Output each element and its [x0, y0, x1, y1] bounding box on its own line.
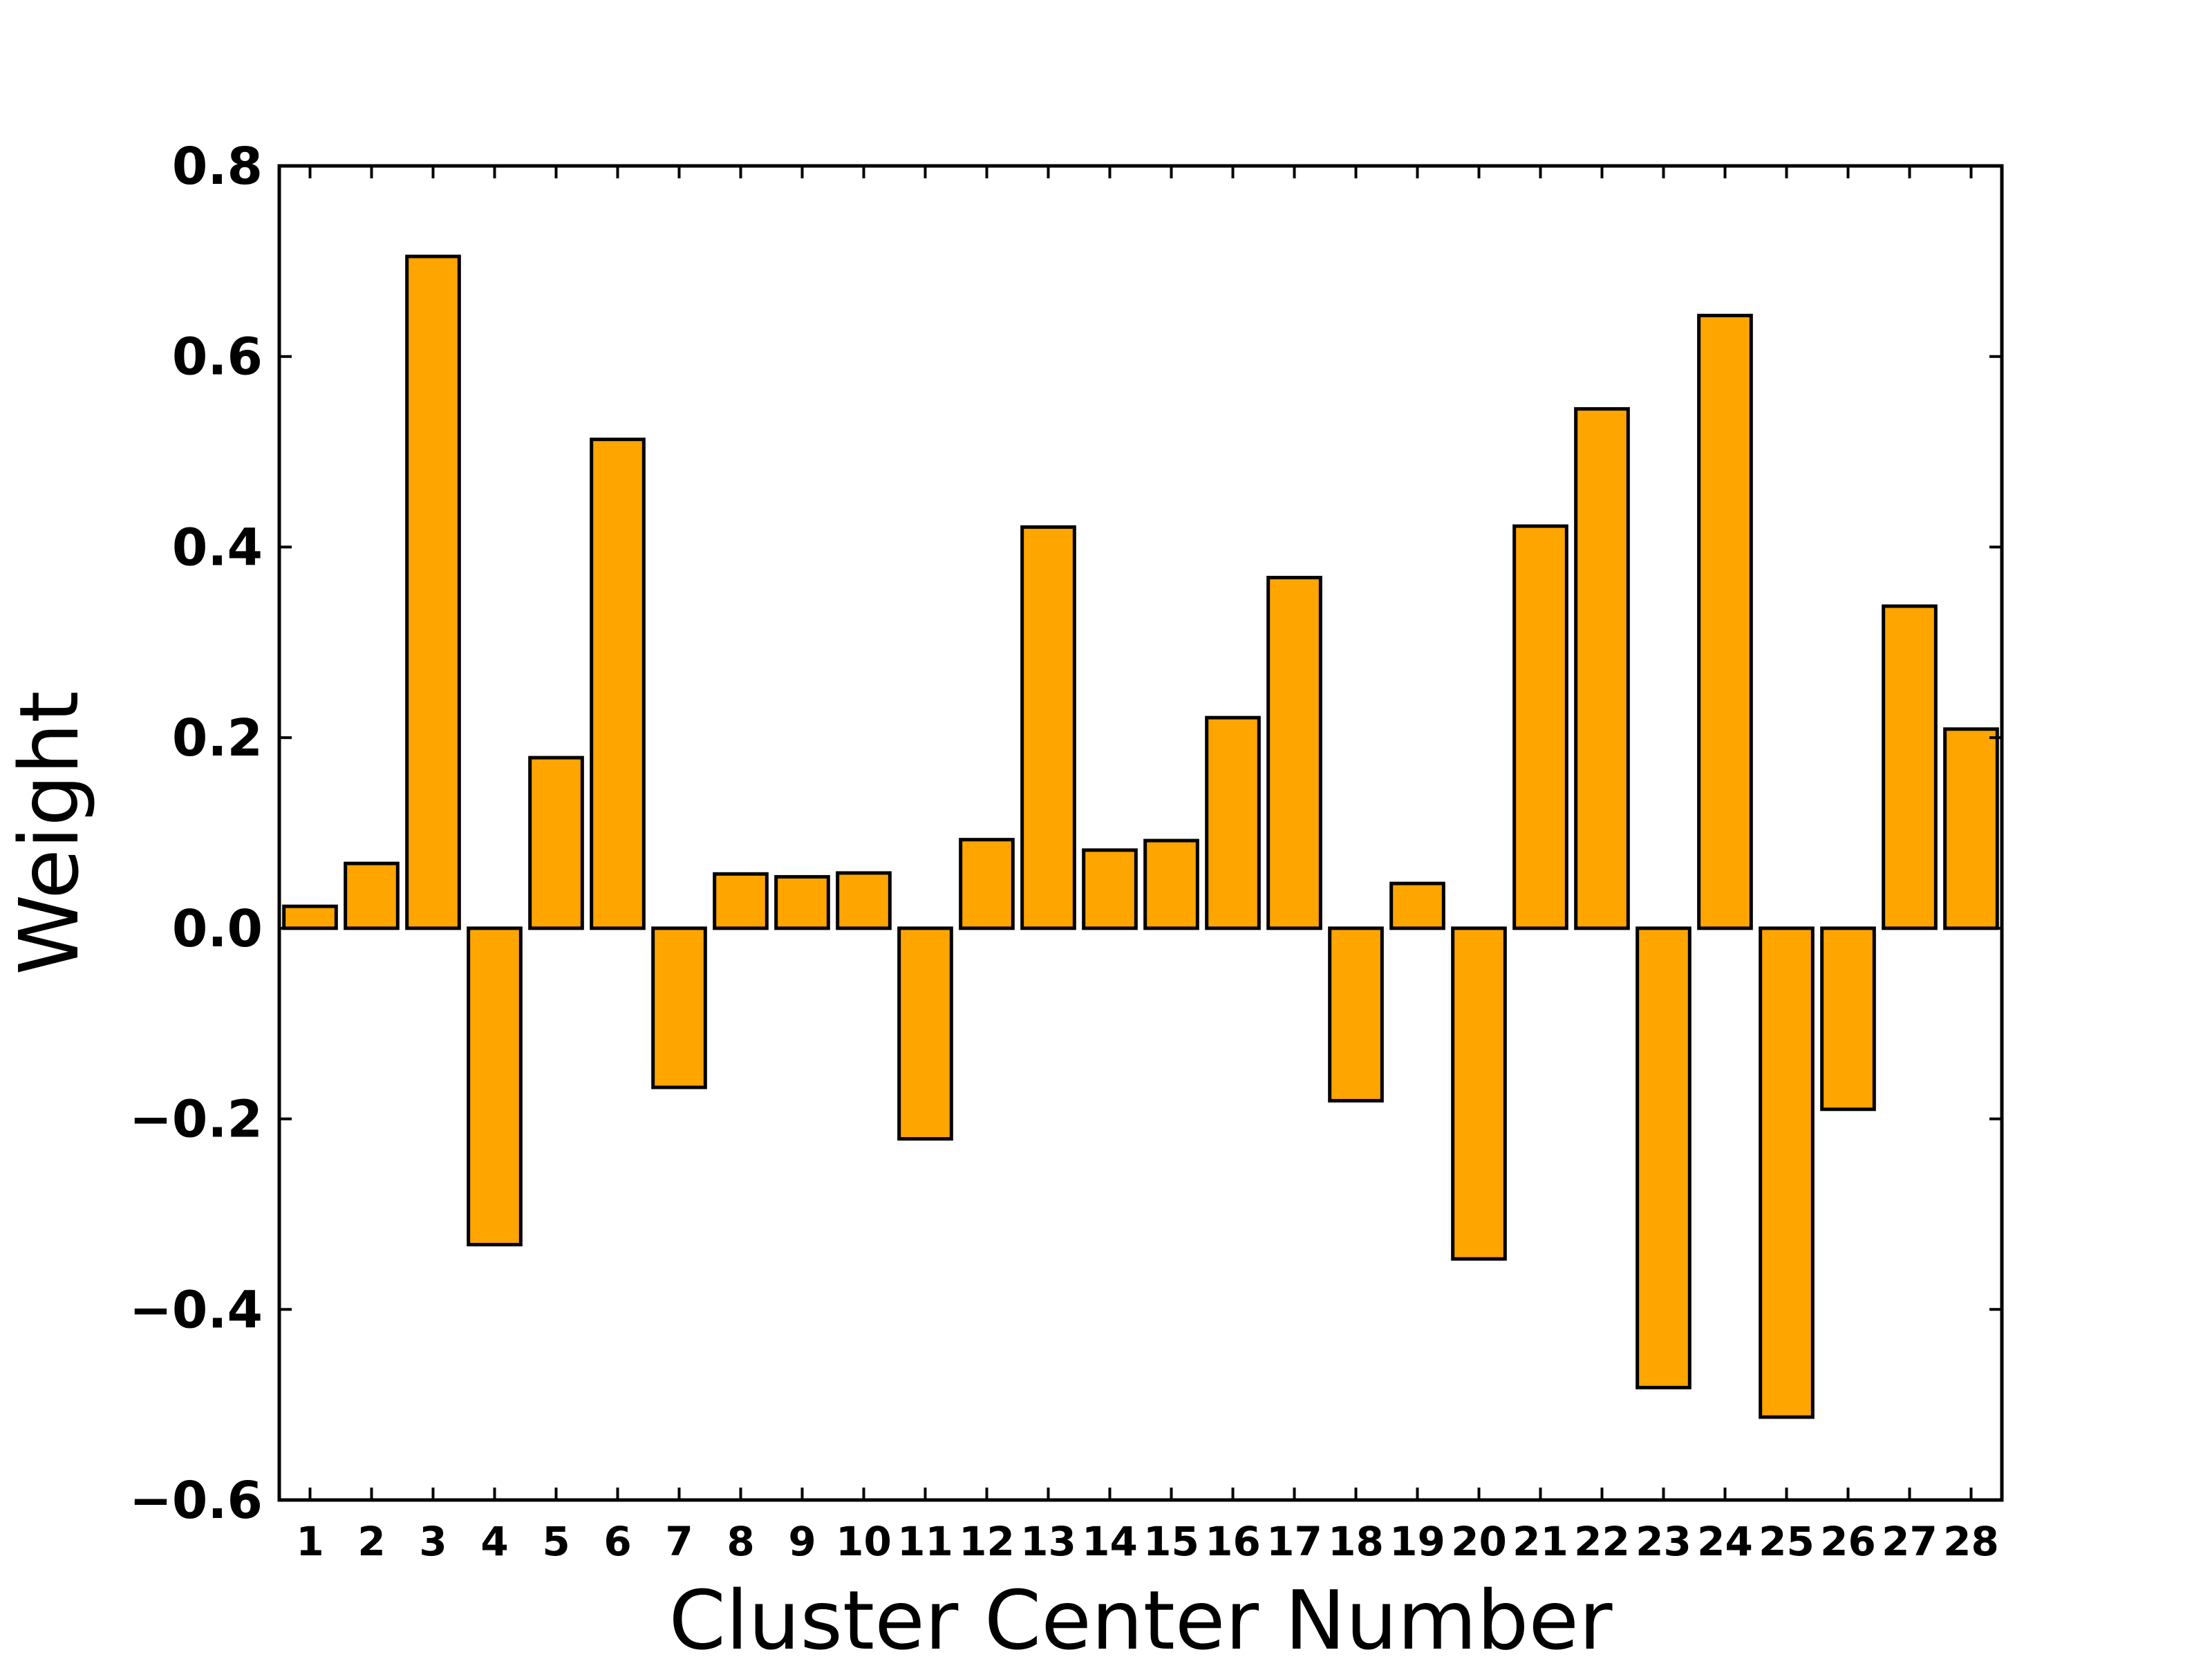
x-tick-label: 12: [959, 1518, 1015, 1565]
x-tick-label: 22: [1574, 1518, 1630, 1565]
x-tick-label: 25: [1759, 1518, 1815, 1565]
labels-group: 1 2 3 4 5 6 7 8 9 10 11 12 13 14 15 16 17 18 19 20 21 22 23 24 2…: [129, 137, 1999, 1565]
y-tick-label: −0.4: [129, 1280, 263, 1340]
x-tick-label: 21: [1512, 1518, 1568, 1565]
x-tick-label: 18: [1328, 1518, 1384, 1565]
bar-28: [1943, 727, 1999, 930]
bar-18: [1328, 926, 1384, 1103]
bar-17: [1266, 576, 1322, 930]
bar-6: [590, 438, 646, 930]
bar-4: [467, 926, 523, 1247]
x-tick-label: 24: [1697, 1518, 1753, 1565]
bar-22: [1574, 407, 1630, 930]
ticks-group: [279, 165, 2002, 1501]
x-tick-label: 23: [1635, 1518, 1691, 1565]
plot-frame: [277, 164, 2004, 1502]
bar-3: [405, 254, 461, 930]
bar-21: [1512, 524, 1568, 930]
bar-20: [1451, 926, 1507, 1261]
x-tick-label: 4: [480, 1518, 508, 1565]
bar-19: [1389, 881, 1445, 930]
x-tick-label: 13: [1020, 1518, 1076, 1565]
bars-group: [282, 254, 1999, 1419]
bar-24: [1697, 313, 1753, 930]
bar-8: [713, 872, 769, 930]
bar-23: [1635, 926, 1691, 1389]
y-axis-title: Weight: [1, 691, 97, 975]
x-tick-label: 11: [897, 1518, 953, 1565]
x-tick-label: 28: [1943, 1518, 1999, 1565]
x-tick-label: 26: [1820, 1518, 1876, 1565]
bar-14: [1082, 848, 1138, 930]
y-tick-label: −0.6: [129, 1471, 263, 1530]
bar-11: [897, 926, 953, 1141]
x-tick-label: 15: [1143, 1518, 1199, 1565]
y-tick-label: −0.2: [129, 1090, 263, 1150]
x-tick-label: 9: [788, 1518, 816, 1565]
x-tick-label: 7: [665, 1518, 693, 1565]
bar-27: [1882, 604, 1938, 930]
bar-12: [959, 838, 1015, 930]
x-tick-label: 20: [1451, 1518, 1507, 1565]
y-tick-label: 0.0: [172, 899, 263, 959]
x-tick-label: 5: [542, 1518, 570, 1565]
y-tick-label: 0.8: [172, 137, 263, 196]
bar-7: [651, 926, 707, 1089]
x-tick-label: 3: [419, 1518, 447, 1565]
bar-9: [774, 874, 830, 930]
x-tick-label: 27: [1882, 1518, 1938, 1565]
y-tick-label: 0.2: [172, 709, 263, 768]
bar-10: [836, 871, 892, 930]
bar-13: [1020, 525, 1076, 930]
bar-2: [344, 861, 400, 930]
x-tick-label: 8: [727, 1518, 754, 1565]
bar-25: [1759, 926, 1815, 1419]
y-tick-label: 0.6: [172, 328, 263, 387]
x-tick-label: 1: [296, 1518, 324, 1565]
bar-26: [1820, 926, 1876, 1112]
bar-1: [282, 904, 338, 930]
x-tick-label: 19: [1389, 1518, 1445, 1565]
bar-16: [1205, 715, 1261, 930]
x-tick-label: 2: [357, 1518, 385, 1565]
bar-5: [528, 756, 584, 930]
bar-15: [1143, 838, 1199, 930]
x-tick-label: 10: [836, 1518, 892, 1565]
x-tick-label: 14: [1082, 1518, 1138, 1565]
x-axis-title: Cluster Center Number: [668, 1573, 1612, 1659]
x-tick-label: 17: [1266, 1518, 1322, 1565]
x-tick-label: 16: [1205, 1518, 1261, 1565]
y-tick-label: 0.4: [172, 518, 263, 577]
x-tick-label: 6: [603, 1518, 631, 1565]
